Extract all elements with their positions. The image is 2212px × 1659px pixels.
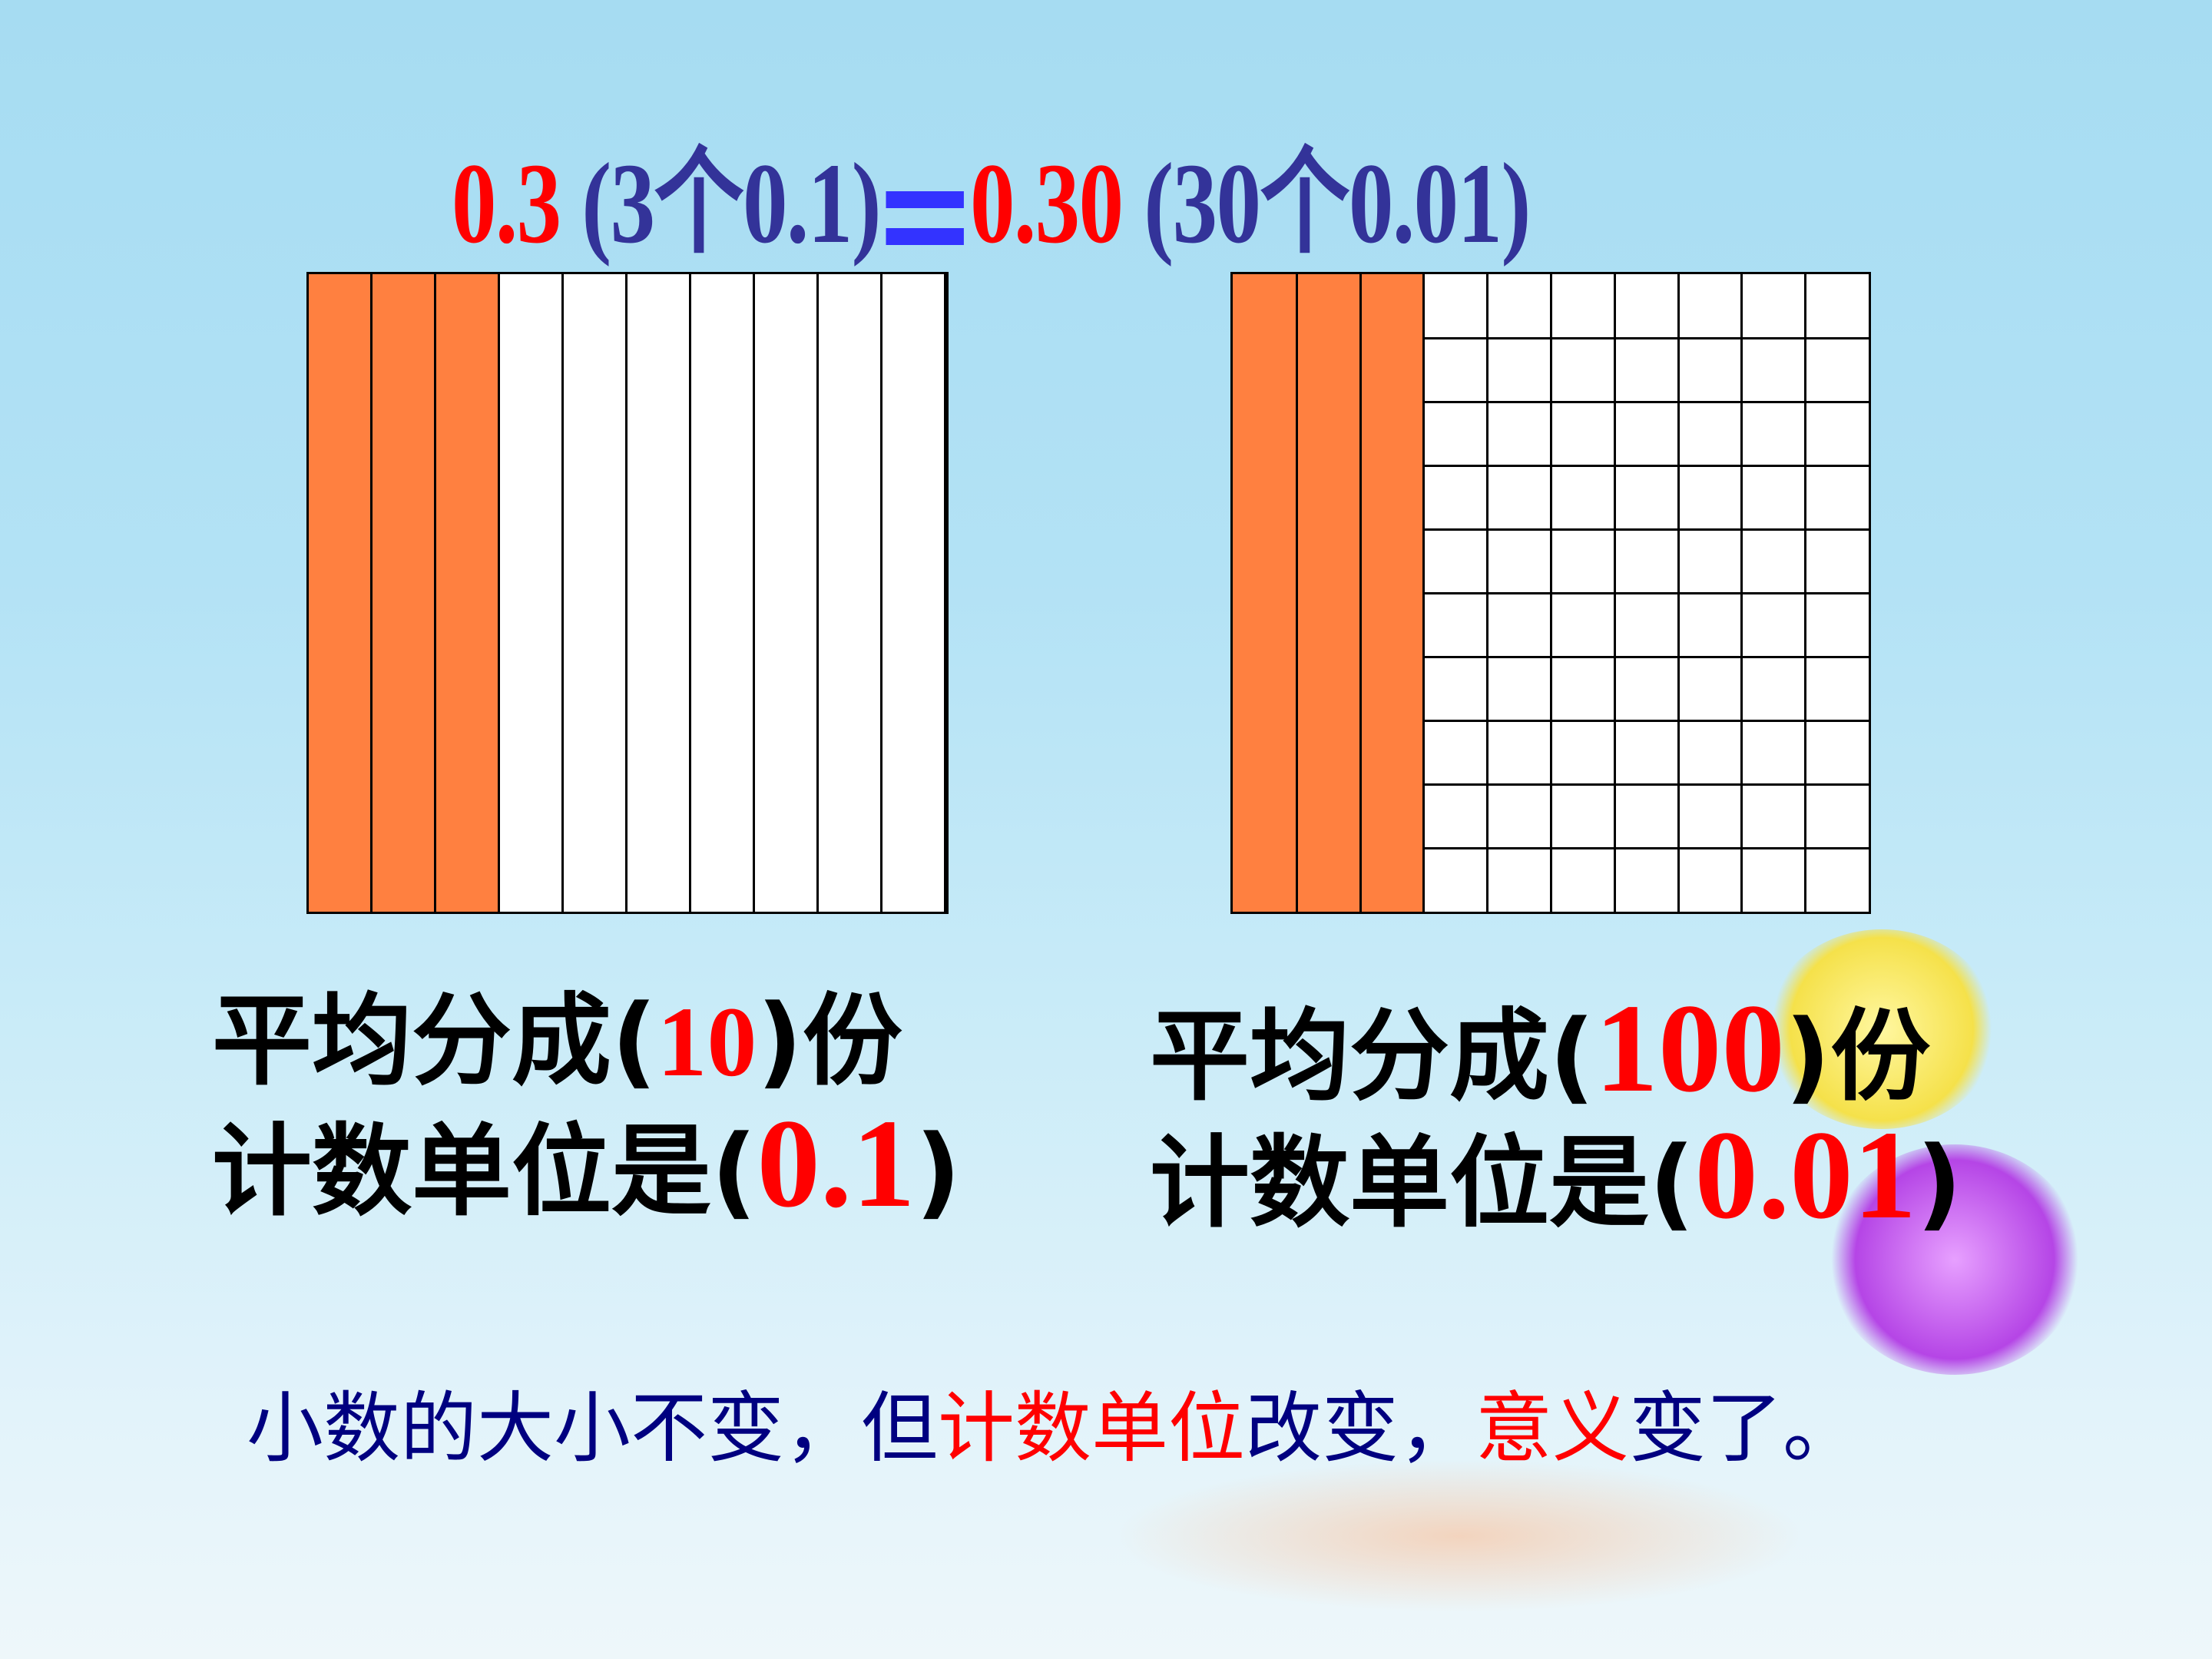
- column: [691, 274, 755, 912]
- grid-row-line: [1423, 465, 1869, 467]
- grid-row-line: [1423, 847, 1869, 849]
- right-decimal-detail: (30个0.01): [1144, 140, 1531, 267]
- grid-row-line: [1423, 720, 1869, 722]
- column: [564, 274, 628, 912]
- grid-row-line: [1423, 528, 1869, 531]
- grid-row-line: [1423, 783, 1869, 786]
- flower-decoration-yellow: [1767, 929, 1997, 1129]
- column: [882, 274, 946, 912]
- column: [500, 274, 564, 912]
- equals-sign-icon: [886, 177, 965, 254]
- grid-row-line: [1423, 401, 1869, 403]
- right-unit-caption: 计数单位是(0.01): [1150, 1104, 1962, 1245]
- shaded-column: [373, 274, 436, 912]
- ribbon-decoration: [1114, 1459, 1805, 1613]
- left-unit-value: 0.1: [757, 1093, 916, 1233]
- equation-title: 0.3 (3个0.1) 0.30 (30个0.01): [452, 138, 1548, 269]
- left-decimal: 0.3: [452, 140, 561, 267]
- column: [628, 274, 691, 912]
- grid-row-line: [1423, 592, 1869, 594]
- left-parts-value: 10: [657, 987, 757, 1098]
- flower-decoration-purple: [1828, 1144, 2081, 1375]
- right-unit-value: 0.01: [1694, 1104, 1917, 1245]
- column: [819, 274, 882, 912]
- left-decimal-detail: (3个0.1): [581, 140, 881, 267]
- grid-row-line: [1423, 337, 1869, 339]
- hundredths-model: [1230, 272, 1871, 914]
- column: [755, 274, 819, 912]
- conclusion-text: 小数的大小不变，但计数单位改变，意义变了。: [247, 1383, 1859, 1473]
- left-unit-caption: 计数单位是(0.1): [212, 1093, 962, 1233]
- left-parts-caption: 平均分成(10)份: [212, 982, 902, 1099]
- shaded-region: [1233, 274, 1424, 912]
- right-parts-value: 100: [1594, 978, 1785, 1118]
- right-decimal: 0.30: [970, 140, 1124, 267]
- tenths-model: [306, 272, 949, 914]
- grid-row-line: [1423, 656, 1869, 658]
- right-parts-caption: 平均分成(100)份: [1150, 978, 1931, 1118]
- shaded-column: [309, 274, 373, 912]
- shaded-column: [436, 274, 500, 912]
- grid-column-line: [1295, 274, 1298, 912]
- grid-column-line: [1359, 274, 1362, 912]
